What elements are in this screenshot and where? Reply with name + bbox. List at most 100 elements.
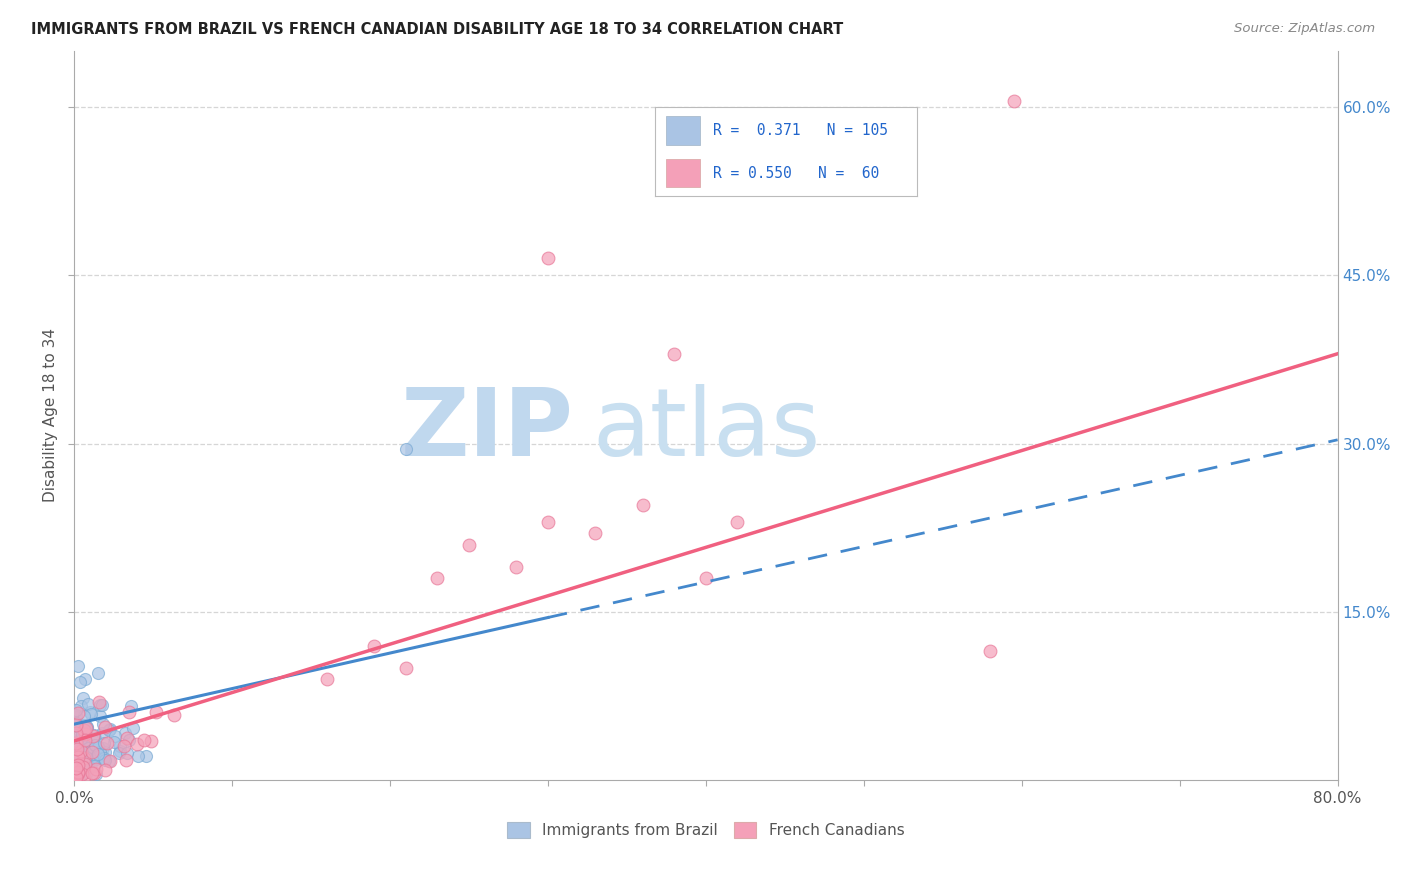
Point	[87, 666, 110, 681]
Point	[979, 644, 1001, 658]
Point	[89, 698, 111, 712]
Point	[65, 747, 87, 762]
Point	[84, 738, 107, 752]
Point	[66, 749, 89, 764]
Point	[65, 739, 87, 754]
Point	[73, 723, 96, 737]
Point	[75, 719, 97, 733]
Point	[67, 758, 90, 772]
Bar	[665, 159, 700, 187]
Point	[76, 762, 98, 776]
Point	[75, 748, 97, 763]
Point	[83, 728, 105, 742]
Point	[65, 736, 87, 750]
Point	[65, 761, 87, 775]
Point	[67, 750, 90, 764]
Point	[108, 739, 131, 754]
Point	[115, 753, 138, 767]
Point	[112, 739, 135, 753]
Point	[70, 721, 93, 735]
Point	[117, 705, 139, 719]
Point	[75, 760, 97, 774]
Point	[537, 252, 560, 266]
Point	[84, 731, 107, 745]
Point	[93, 751, 115, 765]
Point	[127, 748, 149, 763]
Bar	[665, 116, 700, 145]
Point	[65, 708, 87, 723]
Point	[69, 744, 91, 758]
Point	[72, 760, 94, 774]
Point	[83, 759, 105, 773]
Point	[73, 723, 96, 738]
Point	[75, 759, 97, 773]
Point	[75, 727, 97, 741]
Point	[65, 772, 87, 786]
Point	[363, 639, 385, 653]
Point	[631, 498, 654, 512]
Point	[66, 731, 89, 746]
Point	[122, 721, 145, 735]
Point	[583, 526, 606, 541]
Point	[65, 750, 87, 764]
Text: ZIP: ZIP	[401, 384, 574, 476]
Point	[70, 699, 93, 714]
Point	[108, 747, 131, 761]
Point	[65, 718, 87, 732]
Point	[1002, 94, 1025, 108]
Point	[664, 347, 686, 361]
Point	[395, 442, 418, 457]
Point	[67, 740, 90, 755]
Point	[65, 726, 87, 740]
Point	[65, 757, 87, 772]
Point	[134, 733, 156, 747]
Point	[73, 757, 96, 772]
Point	[69, 751, 91, 765]
Point	[67, 771, 90, 785]
Point	[114, 725, 136, 739]
Point	[67, 765, 90, 780]
Point	[79, 705, 101, 719]
Point	[163, 707, 186, 722]
Point	[75, 744, 97, 758]
Point	[93, 753, 115, 767]
Point	[75, 762, 97, 776]
Point	[695, 571, 717, 585]
Point	[87, 740, 110, 755]
Point	[73, 732, 96, 747]
Point	[77, 741, 100, 756]
Point	[77, 748, 100, 763]
Point	[67, 748, 90, 763]
Point	[103, 735, 125, 749]
Point	[82, 751, 104, 765]
Point	[70, 743, 93, 757]
Point	[65, 769, 87, 783]
Point	[69, 762, 91, 776]
Point	[65, 703, 87, 717]
Point	[65, 719, 87, 733]
Point	[72, 723, 94, 737]
Point	[98, 722, 121, 736]
Legend: Immigrants from Brazil, French Canadians: Immigrants from Brazil, French Canadians	[499, 814, 912, 846]
Point	[72, 770, 94, 784]
Point	[94, 764, 117, 778]
Point	[120, 699, 142, 714]
Point	[426, 571, 449, 585]
Point	[73, 718, 96, 732]
Point	[75, 672, 97, 686]
Point	[77, 740, 100, 755]
Text: Source: ZipAtlas.com: Source: ZipAtlas.com	[1234, 22, 1375, 36]
Point	[77, 760, 100, 774]
Point	[70, 747, 93, 761]
Point	[69, 742, 91, 756]
Point	[66, 742, 89, 756]
Point	[72, 730, 94, 744]
Y-axis label: Disability Age 18 to 34: Disability Age 18 to 34	[44, 328, 58, 502]
Point	[77, 751, 100, 765]
Point	[118, 732, 141, 747]
Point	[94, 720, 117, 734]
Point	[89, 745, 111, 759]
Point	[89, 708, 111, 723]
Point	[66, 769, 89, 783]
Point	[72, 731, 94, 745]
